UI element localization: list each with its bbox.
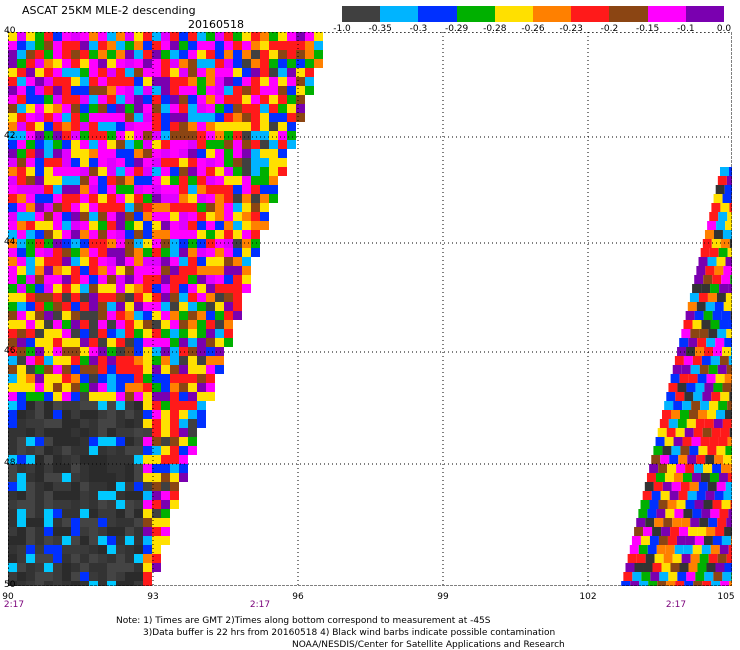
note-line-3: NOAA/NESDIS/Center for Satellite Applica… <box>292 640 565 650</box>
swath-pixels <box>8 32 732 586</box>
lat-label: 50 <box>4 580 16 590</box>
note-line-2: 3)Data buffer is 22 hrs from 20160518 4)… <box>143 628 556 638</box>
time-label: 2:17 <box>3 600 25 610</box>
colorbar-segment <box>342 6 381 22</box>
colorbar-tick-label: -0.35 <box>368 24 392 34</box>
lat-label: 40 <box>4 26 16 36</box>
lat-label: 46 <box>4 346 16 356</box>
colorbar-tick-label: -0.28 <box>483 24 507 34</box>
map-date: 20160518 <box>188 18 244 31</box>
time-label: 2:17 <box>665 600 687 610</box>
colorbar-tick-label: -0.15 <box>635 24 660 34</box>
colorbar-segment <box>494 6 534 22</box>
colorbar-tick-labels: -1.0 -0.35 -0.3 -0.29 -0.28 -0.26 -0.23 -0.2 -0.… <box>330 24 732 38</box>
lon-label: 96 <box>292 592 304 602</box>
lon-label: 102 <box>579 592 597 602</box>
colorbar-tick-label: -1.0 <box>333 24 351 34</box>
colorbar <box>342 6 725 22</box>
colorbar-tick-label: -0.29 <box>444 24 469 34</box>
colorbar-segment <box>609 6 649 22</box>
lon-label: 93 <box>147 592 159 602</box>
lon-label: 90 <box>2 592 14 602</box>
lat-label: 44 <box>4 237 16 247</box>
colorbar-tick-label: 0.0 <box>716 24 732 34</box>
colorbar-segment <box>647 6 687 22</box>
colorbar-tick-label: -0.26 <box>521 24 545 34</box>
colorbar-segment <box>685 6 725 22</box>
lon-label: 105 <box>717 592 735 602</box>
lat-label: 42 <box>4 131 16 141</box>
colorbar-segment <box>533 6 572 22</box>
graticule <box>8 32 732 586</box>
colorbar-segment <box>380 6 419 22</box>
note-line-1: Note: 1) Times are GMT 2)Times along bot… <box>116 616 491 626</box>
colorbar-segment <box>456 6 496 22</box>
colorbar-segment <box>418 6 458 22</box>
colorbar-segment <box>571 6 610 22</box>
colorbar-tick-label: -0.3 <box>409 24 428 34</box>
map-plot <box>8 32 732 586</box>
time-label: 2:17 <box>249 600 271 610</box>
lon-label: 99 <box>437 592 449 602</box>
colorbar-tick-label: -0.2 <box>600 24 619 34</box>
colorbar-tick-label: -0.23 <box>559 24 583 34</box>
map-title: ASCAT 25KM MLE-2 descending <box>22 4 196 17</box>
colorbar-tick-label: -0.1 <box>677 24 695 34</box>
lat-label: 48 <box>4 458 16 468</box>
